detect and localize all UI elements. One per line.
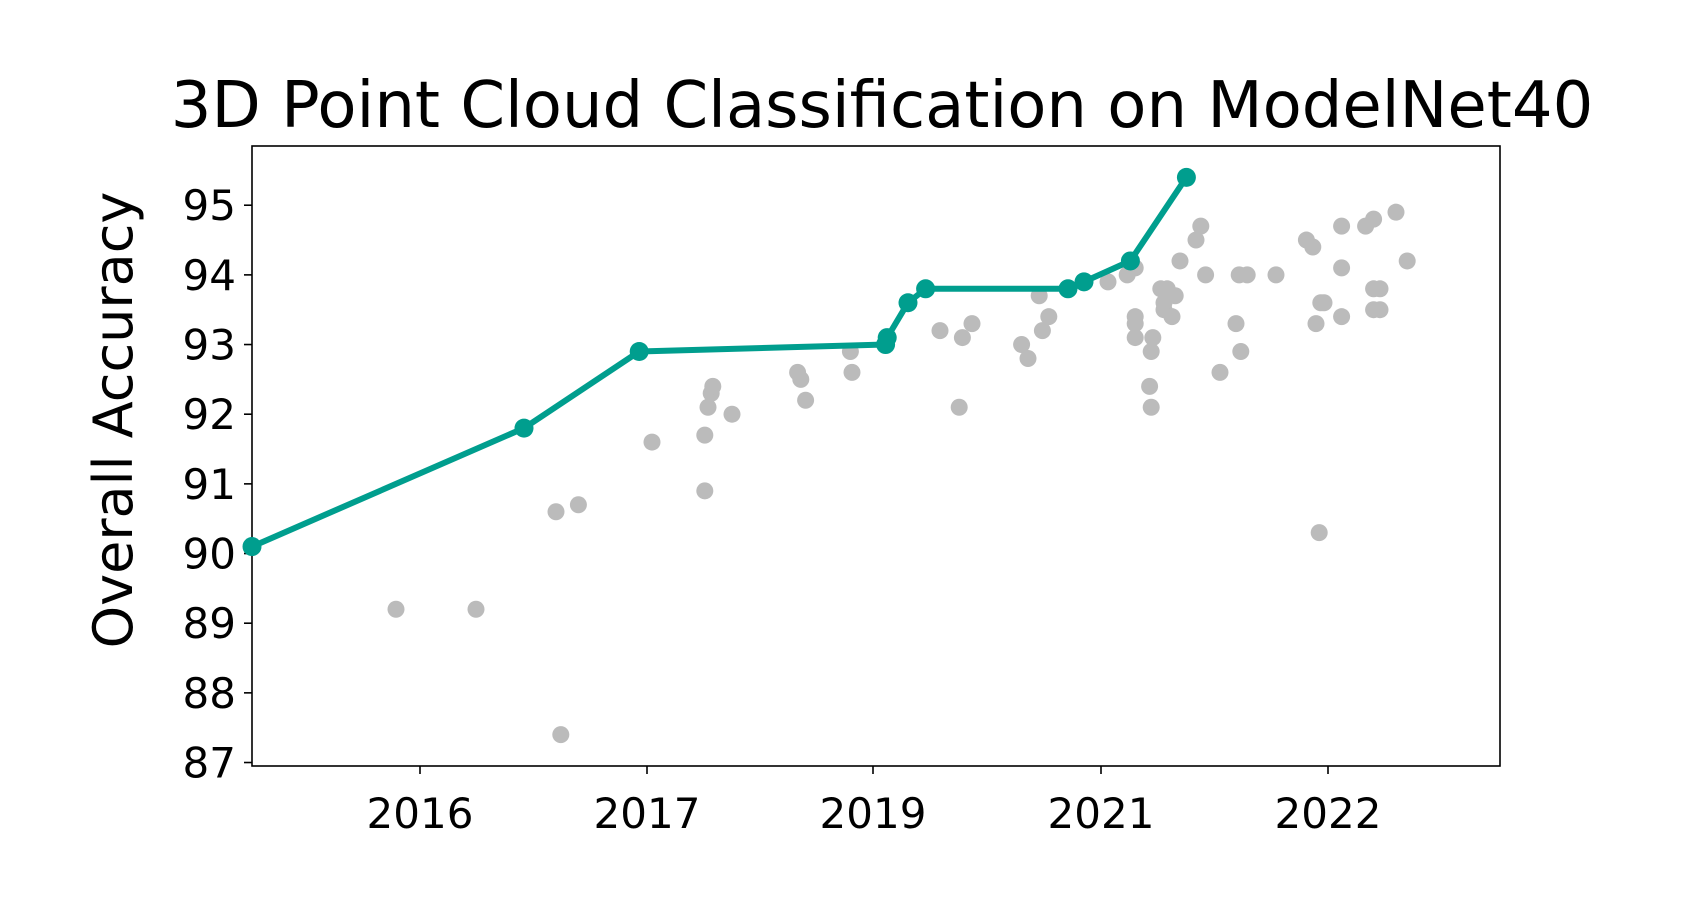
- scatter-point: [1365, 210, 1383, 228]
- scatter-point: [1238, 266, 1256, 284]
- x-axis: 2016 2017 2019 2021 2022: [367, 766, 1382, 838]
- y-tick-label: 94: [183, 251, 236, 300]
- scatter-point: [1387, 203, 1405, 221]
- scatter-point: [1192, 217, 1210, 235]
- sota-point: [1058, 279, 1078, 299]
- sota-point: [898, 293, 918, 313]
- y-tick-label: 95: [183, 181, 236, 230]
- plot-frame: [251, 145, 1501, 767]
- scatter-point: [1033, 322, 1051, 340]
- y-tick-label: 88: [183, 669, 236, 718]
- sota-point: [1120, 251, 1140, 271]
- scatter-point: [1013, 336, 1031, 354]
- scatter-point: [723, 405, 741, 423]
- scatter-point: [696, 426, 714, 444]
- scatter-point: [547, 503, 565, 521]
- scatter-point: [1333, 259, 1351, 277]
- y-tick-label: 89: [183, 599, 236, 648]
- chart-title: 3D Point Cloud Classification on ModelNe…: [171, 69, 1594, 143]
- sota-point: [1074, 272, 1094, 292]
- scatter-point: [1398, 252, 1416, 270]
- y-tick-label: 93: [183, 321, 236, 370]
- scatter-point: [1040, 308, 1058, 326]
- y-tick-label: 90: [183, 530, 236, 579]
- scatter-point: [569, 496, 587, 514]
- scatter-point: [1267, 266, 1285, 284]
- y-tick-label: 91: [183, 460, 236, 509]
- scatter-point: [552, 726, 570, 744]
- x-tick-label: 2021: [1048, 789, 1155, 838]
- scatter-point: [1227, 315, 1245, 333]
- scatter-point: [1126, 315, 1144, 333]
- sota-line-series: [242, 167, 1196, 557]
- y-tick-label: 87: [183, 739, 236, 788]
- y-tick-label: 92: [183, 390, 236, 439]
- sota-point: [1176, 167, 1196, 187]
- scatter-point: [1333, 217, 1351, 235]
- sota-point: [629, 342, 649, 362]
- scatter-point: [1333, 308, 1351, 326]
- scatter-point: [963, 315, 981, 333]
- y-axis-label: Overall Accuracy: [82, 192, 145, 649]
- scatter-point: [792, 370, 810, 388]
- scatter-point: [1315, 294, 1333, 312]
- x-tick-label: 2017: [594, 789, 701, 838]
- x-tick-label: 2016: [367, 789, 474, 838]
- scatter-point: [1144, 329, 1162, 347]
- sota-line: [250, 175, 1189, 550]
- scatter-point: [1371, 280, 1389, 298]
- scatter-point: [643, 433, 661, 451]
- scatter-point: [1126, 329, 1144, 347]
- sota-point: [916, 279, 936, 299]
- scatter-point: [843, 363, 861, 381]
- scatter-point: [1307, 315, 1325, 333]
- scatter-point: [1304, 238, 1322, 256]
- scatter-point: [1232, 343, 1250, 361]
- scatter-point: [1211, 363, 1229, 381]
- sota-point: [242, 537, 262, 557]
- scatter-point: [699, 398, 717, 416]
- scatter-point: [797, 391, 815, 409]
- x-tick-label: 2022: [1275, 789, 1382, 838]
- scatter-point: [1310, 524, 1328, 542]
- scatter-point: [950, 398, 968, 416]
- scatter-point: [931, 322, 949, 340]
- scatter-point: [1141, 377, 1159, 395]
- scatter-point: [1142, 343, 1160, 361]
- scatter-point: [1371, 301, 1389, 319]
- y-axis: 87 88 89 90 91 92 93 94 95: [183, 181, 252, 788]
- scatter-point: [467, 600, 485, 618]
- x-tick-label: 2019: [820, 789, 927, 838]
- scatter-point: [1019, 349, 1037, 367]
- scatter-point: [704, 377, 722, 395]
- scatter-point: [1099, 273, 1117, 291]
- scatter-point: [1171, 252, 1189, 270]
- scatter-point: [696, 482, 714, 500]
- sota-point: [877, 328, 897, 348]
- scatter-point: [1142, 398, 1160, 416]
- scatter-point: [1163, 308, 1181, 326]
- scatter-point: [387, 600, 405, 618]
- scatter-point: [1187, 231, 1205, 249]
- scatter-point: [1197, 266, 1215, 284]
- sota-point: [514, 418, 534, 438]
- scatter-point: [953, 329, 971, 347]
- scatter-point: [1166, 287, 1184, 305]
